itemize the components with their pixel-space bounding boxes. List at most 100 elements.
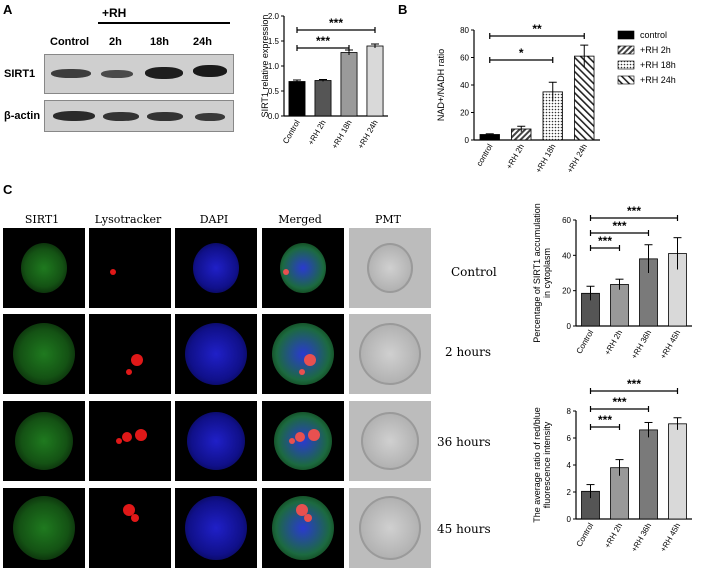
micrograph-tile bbox=[3, 314, 85, 394]
bar bbox=[668, 423, 687, 520]
cell-body bbox=[185, 496, 247, 560]
actin-blot bbox=[44, 100, 234, 132]
lysosome-spot bbox=[295, 432, 305, 442]
column-header-lysotracker: Lysotracker bbox=[94, 213, 162, 226]
cell-body bbox=[13, 496, 75, 560]
micrograph-tile bbox=[349, 488, 431, 568]
sirt1-band-2h bbox=[101, 70, 133, 78]
micrograph-tile bbox=[349, 314, 431, 394]
y-axis-label: Percentage of SIRT1 accumulation bbox=[532, 203, 542, 342]
sirt1-blot bbox=[44, 54, 234, 94]
lysosome-spot bbox=[283, 269, 289, 275]
micrograph-tile bbox=[3, 401, 85, 481]
timepoint-label-36h: 36 hours bbox=[437, 435, 491, 449]
significance-label: * bbox=[519, 46, 524, 60]
y-tick-label: 20 bbox=[562, 287, 571, 296]
bar bbox=[610, 284, 629, 327]
lysosome-spot bbox=[122, 432, 132, 442]
treatment-label: +RH bbox=[102, 6, 127, 20]
legend-label: +RH 2h bbox=[640, 45, 671, 55]
y-tick-label: 8 bbox=[567, 407, 572, 416]
cell-body bbox=[361, 412, 419, 470]
x-tick-label: +RH 2h bbox=[603, 329, 624, 357]
lane-label-2h: 2h bbox=[109, 36, 122, 48]
actin-band-24h bbox=[195, 113, 225, 121]
x-tick-label: +RH 24h bbox=[356, 119, 380, 151]
row-label-actin: β-actin bbox=[4, 110, 41, 122]
legend-swatch bbox=[617, 75, 635, 85]
y-tick-label: 0.5 bbox=[268, 87, 280, 96]
chart-sirt1-accumulation: 0 20 40 60 Percentage of SIRT1 accumulation i… bbox=[532, 203, 692, 361]
actin-band-2h bbox=[103, 112, 139, 121]
column-header-merged: Merged bbox=[278, 213, 322, 226]
timepoint-label-control: Control bbox=[451, 265, 497, 279]
lysosome-spot bbox=[296, 504, 308, 516]
cell-body bbox=[185, 323, 247, 385]
y-tick-label: 0 bbox=[567, 515, 572, 524]
sirt1-band-24h bbox=[193, 65, 227, 77]
significance-label: *** bbox=[598, 413, 612, 427]
legend-label: control bbox=[640, 30, 667, 40]
x-tick-label: Control bbox=[575, 521, 596, 548]
bar bbox=[288, 81, 306, 117]
treatment-bar bbox=[98, 22, 230, 24]
lysosome-spot bbox=[304, 514, 312, 522]
x-tick-label: +RH 2h bbox=[603, 522, 624, 550]
cell-body bbox=[193, 243, 239, 293]
micrograph-tile bbox=[89, 401, 171, 481]
micrograph-tile bbox=[3, 488, 85, 568]
y-tick-label: 0 bbox=[567, 322, 572, 331]
lysosome-spot bbox=[135, 429, 147, 441]
y-axis-label: The average ratio of red/blue bbox=[532, 407, 542, 523]
lane-label-18h: 18h bbox=[150, 36, 169, 48]
significance-label: *** bbox=[612, 219, 626, 233]
y-axis-label: SIRT1 relative expression bbox=[260, 15, 270, 118]
significance-label: *** bbox=[612, 395, 626, 409]
bar bbox=[314, 80, 332, 117]
x-tick-label: +RH 45h bbox=[659, 329, 683, 361]
lysosome-spot bbox=[131, 354, 143, 366]
legend-label: +RH 18h bbox=[640, 60, 676, 70]
x-tick-label: +RH 18h bbox=[534, 143, 558, 175]
significance-label: *** bbox=[627, 204, 641, 218]
y-tick-label: 2 bbox=[567, 488, 572, 497]
lane-label-control: Control bbox=[50, 36, 90, 48]
column-header-pmt: PMT bbox=[374, 213, 401, 226]
micrograph-tile bbox=[175, 314, 257, 394]
cell-body bbox=[15, 412, 73, 470]
significance-label: *** bbox=[598, 234, 612, 248]
x-tick-label: +RH 2h bbox=[306, 119, 327, 147]
y-tick-label: 6 bbox=[567, 434, 572, 443]
lysosome-spot bbox=[304, 354, 316, 366]
legend-swatch bbox=[617, 60, 635, 70]
cell-body bbox=[367, 243, 413, 293]
micrograph-tile bbox=[175, 488, 257, 568]
cell-body bbox=[359, 496, 421, 560]
cell-body bbox=[21, 243, 67, 293]
cell-body bbox=[13, 323, 75, 385]
micrograph-tile bbox=[262, 314, 344, 394]
y-tick-label: 20 bbox=[460, 109, 469, 118]
micrograph-tile bbox=[349, 228, 431, 308]
micrograph-tile bbox=[89, 228, 171, 308]
y-tick-label: 0 bbox=[465, 136, 470, 145]
micrograph-tile bbox=[175, 228, 257, 308]
bar bbox=[366, 45, 384, 117]
x-tick-label: +RH 36h bbox=[630, 522, 654, 554]
x-tick-label: Control bbox=[575, 328, 596, 355]
x-tick-label: +RH 24h bbox=[565, 143, 589, 175]
timepoint-label-45h: 45 hours bbox=[437, 522, 491, 536]
bar bbox=[479, 134, 500, 141]
lane-label-24h: 24h bbox=[193, 36, 212, 48]
legend-label: +RH 24h bbox=[640, 75, 676, 85]
lysosome-spot bbox=[110, 269, 116, 275]
panel-a-letter: A bbox=[3, 2, 13, 17]
lysosome-spot bbox=[131, 514, 139, 522]
lysosome-spot bbox=[123, 504, 135, 516]
y-axis-label: in cytoplasm bbox=[542, 248, 552, 298]
micrograph-tile bbox=[89, 488, 171, 568]
y-tick-label: 4 bbox=[567, 461, 572, 470]
lysosome-spot bbox=[116, 438, 122, 444]
sirt1-band-18h bbox=[145, 67, 183, 79]
